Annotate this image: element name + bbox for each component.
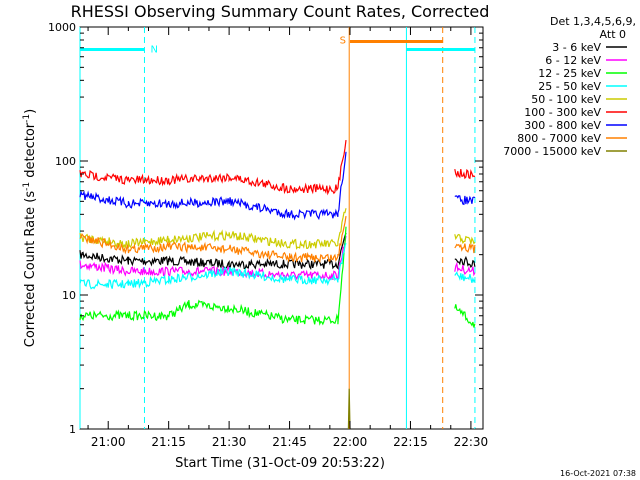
series-line	[79, 216, 476, 263]
y-axis-label: Corrected Count Rate (s-1 detector-1)	[22, 109, 38, 347]
legend-entry-label: 6 - 12 keV	[545, 54, 601, 67]
x-tick-label: 21:00	[91, 435, 126, 449]
x-tick-label: 21:15	[151, 435, 186, 449]
plot-area: NS	[79, 27, 476, 430]
series-line	[79, 232, 476, 271]
series-line	[79, 208, 476, 250]
flag-label: S	[340, 35, 346, 46]
x-tick-label: 22:00	[333, 435, 368, 449]
flag-label: N	[150, 44, 157, 55]
legend-entry-label: 50 - 100 keV	[531, 93, 601, 106]
axes: 1 10 100 1000 21:00 21:15 21:30 21:45 22:00 22:15…	[48, 21, 488, 449]
legend-title-line2: Att 0	[600, 28, 626, 41]
legend-entry-label: 25 - 50 keV	[538, 80, 601, 93]
series-line	[347, 388, 351, 430]
y-tick-label: 10	[62, 289, 76, 302]
legend-entry-label: 12 - 25 keV	[538, 67, 601, 80]
series-line	[79, 235, 476, 282]
series-line	[79, 243, 476, 290]
x-tick-label: 21:45	[272, 435, 307, 449]
legend-title-line1: Det 1,3,4,5,6,9,	[550, 15, 636, 28]
legend-entry-label: 800 - 7000 keV	[517, 132, 601, 145]
legend-entry-label: 3 - 6 keV	[552, 41, 601, 54]
x-tick-label: 21:30	[212, 435, 247, 449]
x-tick-label: 22:15	[393, 435, 428, 449]
y-tick-label: 1000	[48, 21, 76, 34]
series-line	[79, 151, 476, 221]
x-axis-label: Start Time (31-Oct-09 20:53:22)	[175, 456, 385, 471]
legend-entry-label: 7000 - 15000 keV	[503, 145, 601, 158]
legend-entry-label: 300 - 800 keV	[524, 119, 601, 132]
series-line	[79, 140, 476, 196]
series-line	[79, 226, 476, 328]
chart-title: RHESSI Observing Summary Count Rates, Co…	[71, 2, 490, 21]
legend-entry-label: 100 - 300 keV	[524, 106, 601, 119]
y-tick-label: 100	[55, 155, 76, 168]
footer-date: 16-Oct-2021 07:38	[560, 469, 636, 478]
plot-frame	[79, 26, 484, 430]
x-tick-label: 22:30	[454, 435, 489, 449]
y-tick-label: 1	[69, 423, 76, 436]
